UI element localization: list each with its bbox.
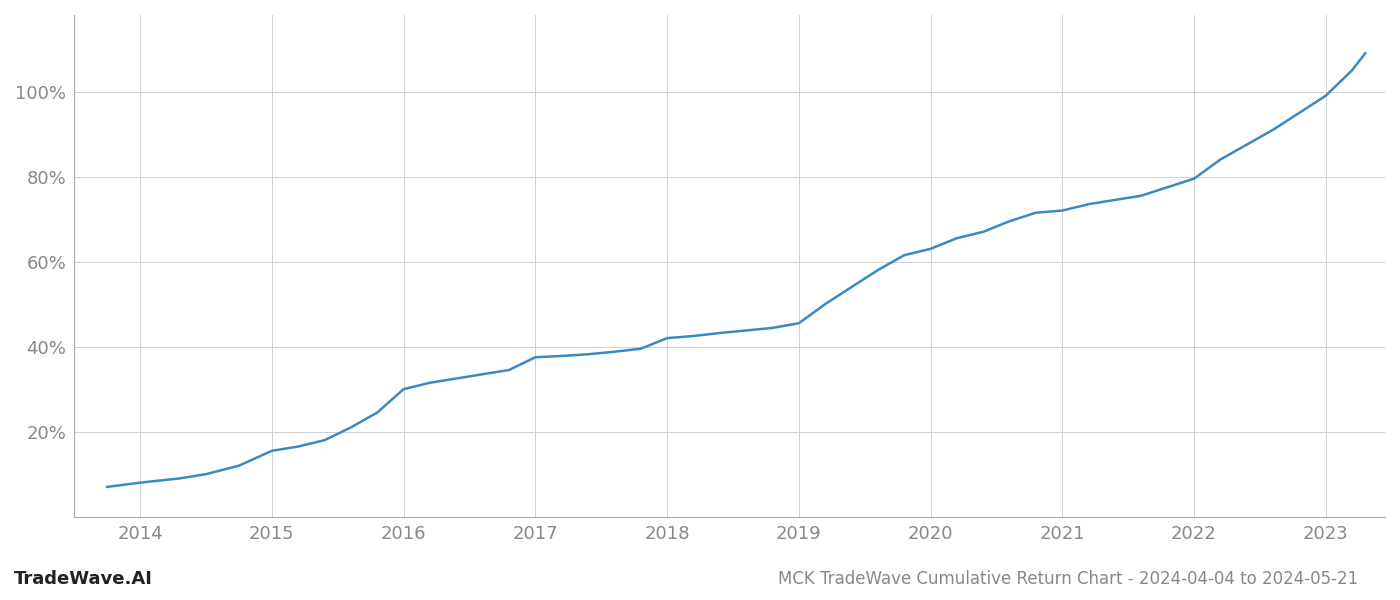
Text: TradeWave.AI: TradeWave.AI xyxy=(14,570,153,588)
Text: MCK TradeWave Cumulative Return Chart - 2024-04-04 to 2024-05-21: MCK TradeWave Cumulative Return Chart - … xyxy=(778,570,1358,588)
